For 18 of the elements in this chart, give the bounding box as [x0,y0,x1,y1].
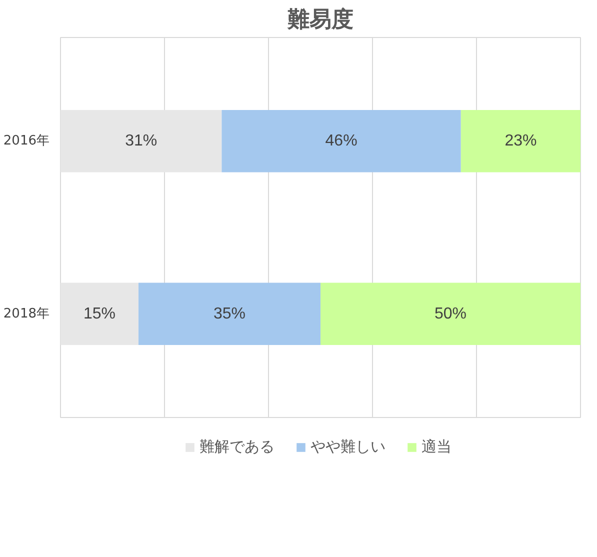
y-tick-label: 2016年 [3,134,50,149]
legend-label: 難解である [200,438,274,456]
data-label: 31% [125,132,158,150]
y-tick-label: 2018年 [3,306,50,322]
legend-label: 適当 [422,438,452,456]
legend-label: やや難しい [310,438,386,456]
bar [320,282,580,345]
bar [460,110,580,172]
data-label: 23% [504,132,537,150]
data-label: 50% [434,305,467,322]
bar [138,282,320,345]
data-label: 15% [83,305,116,322]
bar [222,110,461,172]
chart-title: 難易度 [286,6,354,32]
data-label: 35% [213,305,246,322]
bar [60,110,222,172]
bar [60,282,138,345]
data-label: 46% [325,132,358,150]
